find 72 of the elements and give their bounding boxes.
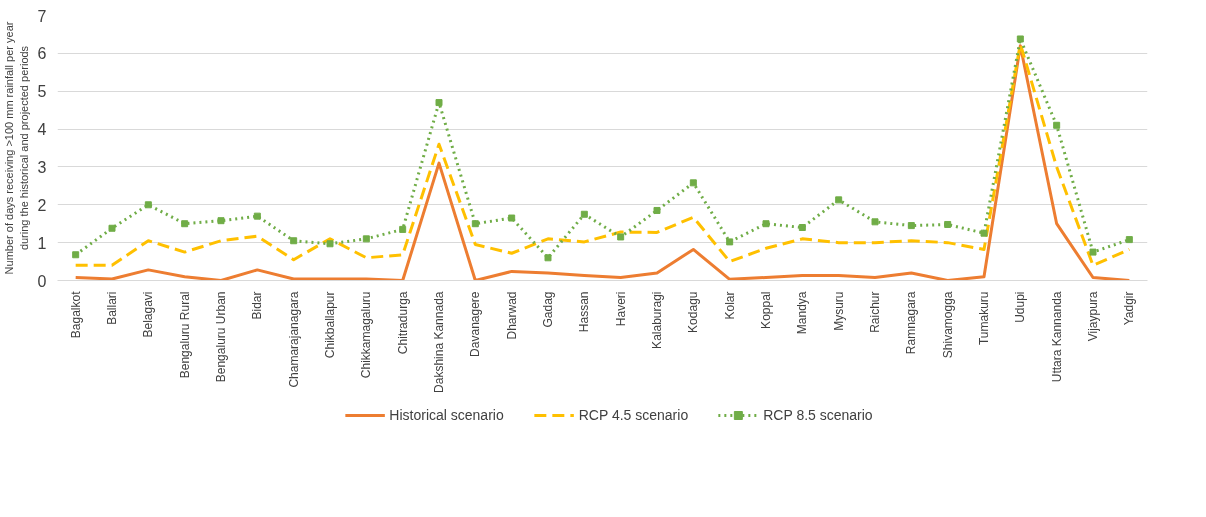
x-tick-label: Shivamogga bbox=[940, 291, 955, 359]
x-tick-label: Chikkamagaluru bbox=[359, 291, 374, 379]
point bbox=[435, 99, 443, 107]
x-tick-label: Vijaypura bbox=[1086, 291, 1100, 342]
x-tick-label: Bengaluru Rural bbox=[177, 291, 192, 379]
x-tick-label: Bagalkot bbox=[68, 290, 83, 339]
y-tick-label: 7 bbox=[37, 7, 47, 25]
point bbox=[471, 220, 479, 228]
point bbox=[1016, 35, 1024, 43]
point bbox=[907, 222, 915, 230]
x-tick-label: Haveri bbox=[613, 291, 628, 327]
point bbox=[72, 251, 80, 259]
point bbox=[508, 214, 516, 222]
y-tick-label: 2 bbox=[37, 196, 47, 214]
point bbox=[726, 238, 734, 246]
point bbox=[871, 218, 879, 226]
x-tick-label: Uttara Kannanda bbox=[1049, 291, 1064, 383]
x-tick-label: Hassan bbox=[577, 291, 592, 333]
point bbox=[689, 179, 697, 187]
legend-label: Historical scenario bbox=[389, 407, 504, 423]
x-tick-label: Dharwad bbox=[504, 291, 519, 340]
x-tick-label: Davanagere bbox=[468, 291, 483, 357]
point bbox=[944, 220, 952, 228]
point bbox=[181, 220, 189, 228]
point bbox=[617, 233, 625, 241]
y-tick-label: 5 bbox=[37, 83, 47, 101]
point bbox=[326, 240, 334, 248]
x-tick-label: Mysuru bbox=[831, 291, 846, 331]
point bbox=[544, 254, 552, 262]
x-tick-label: Bidar bbox=[250, 291, 265, 320]
x-tick-label: Kolar bbox=[722, 291, 737, 320]
point bbox=[653, 206, 661, 214]
point bbox=[1089, 248, 1097, 256]
y-tick-label: 6 bbox=[37, 45, 47, 63]
x-tick-label: Kodagu bbox=[686, 291, 701, 333]
legend-label: RCP 4.5 scenario bbox=[578, 407, 689, 423]
x-tick-label: Koppal bbox=[759, 291, 773, 329]
y-tick-label: 1 bbox=[37, 234, 47, 252]
x-tick-label: Mandya bbox=[795, 291, 810, 335]
point bbox=[253, 212, 261, 220]
x-tick-label: Ramnagara bbox=[904, 291, 919, 355]
y-tick-label: 0 bbox=[37, 272, 47, 290]
point bbox=[835, 196, 843, 204]
x-tick-label: Chitradurga bbox=[395, 291, 410, 355]
x-tick-label: Yadgir bbox=[1122, 291, 1137, 326]
x-tick-label: Ballari bbox=[105, 291, 119, 325]
point bbox=[1053, 121, 1061, 129]
point bbox=[217, 217, 225, 225]
legend-label: RCP 8.5 scenario bbox=[763, 407, 873, 423]
point bbox=[1125, 236, 1133, 244]
point bbox=[144, 201, 152, 209]
x-tick-label: Bengaluru Urban bbox=[214, 291, 228, 383]
point bbox=[798, 224, 806, 231]
point bbox=[108, 224, 116, 232]
point bbox=[762, 220, 770, 228]
y-tick-label: 4 bbox=[37, 121, 47, 139]
x-tick-label: Dakshina Kannada bbox=[432, 291, 446, 393]
point bbox=[290, 237, 298, 245]
x-tick-label: Chamarajanagara bbox=[286, 291, 301, 388]
y-axis-title: Number of days receiving >100 mm rainfall per year during the historical and projected periods bbox=[3, 21, 30, 275]
x-tick-label: Tumakuru bbox=[977, 291, 991, 346]
x-tick-label: Chikballapur bbox=[323, 291, 337, 359]
x-tick-label: Udupi bbox=[1013, 291, 1028, 323]
y-tick-label: 3 bbox=[37, 158, 47, 176]
x-tick-label: Gadag bbox=[541, 291, 555, 328]
point bbox=[580, 210, 588, 218]
point bbox=[980, 229, 988, 237]
x-tick-label: Belagavi bbox=[141, 291, 156, 338]
point bbox=[362, 235, 370, 243]
point bbox=[399, 225, 407, 233]
x-tick-label: Kalaburagi bbox=[650, 291, 664, 349]
x-tick-label: Raichur bbox=[868, 291, 882, 333]
